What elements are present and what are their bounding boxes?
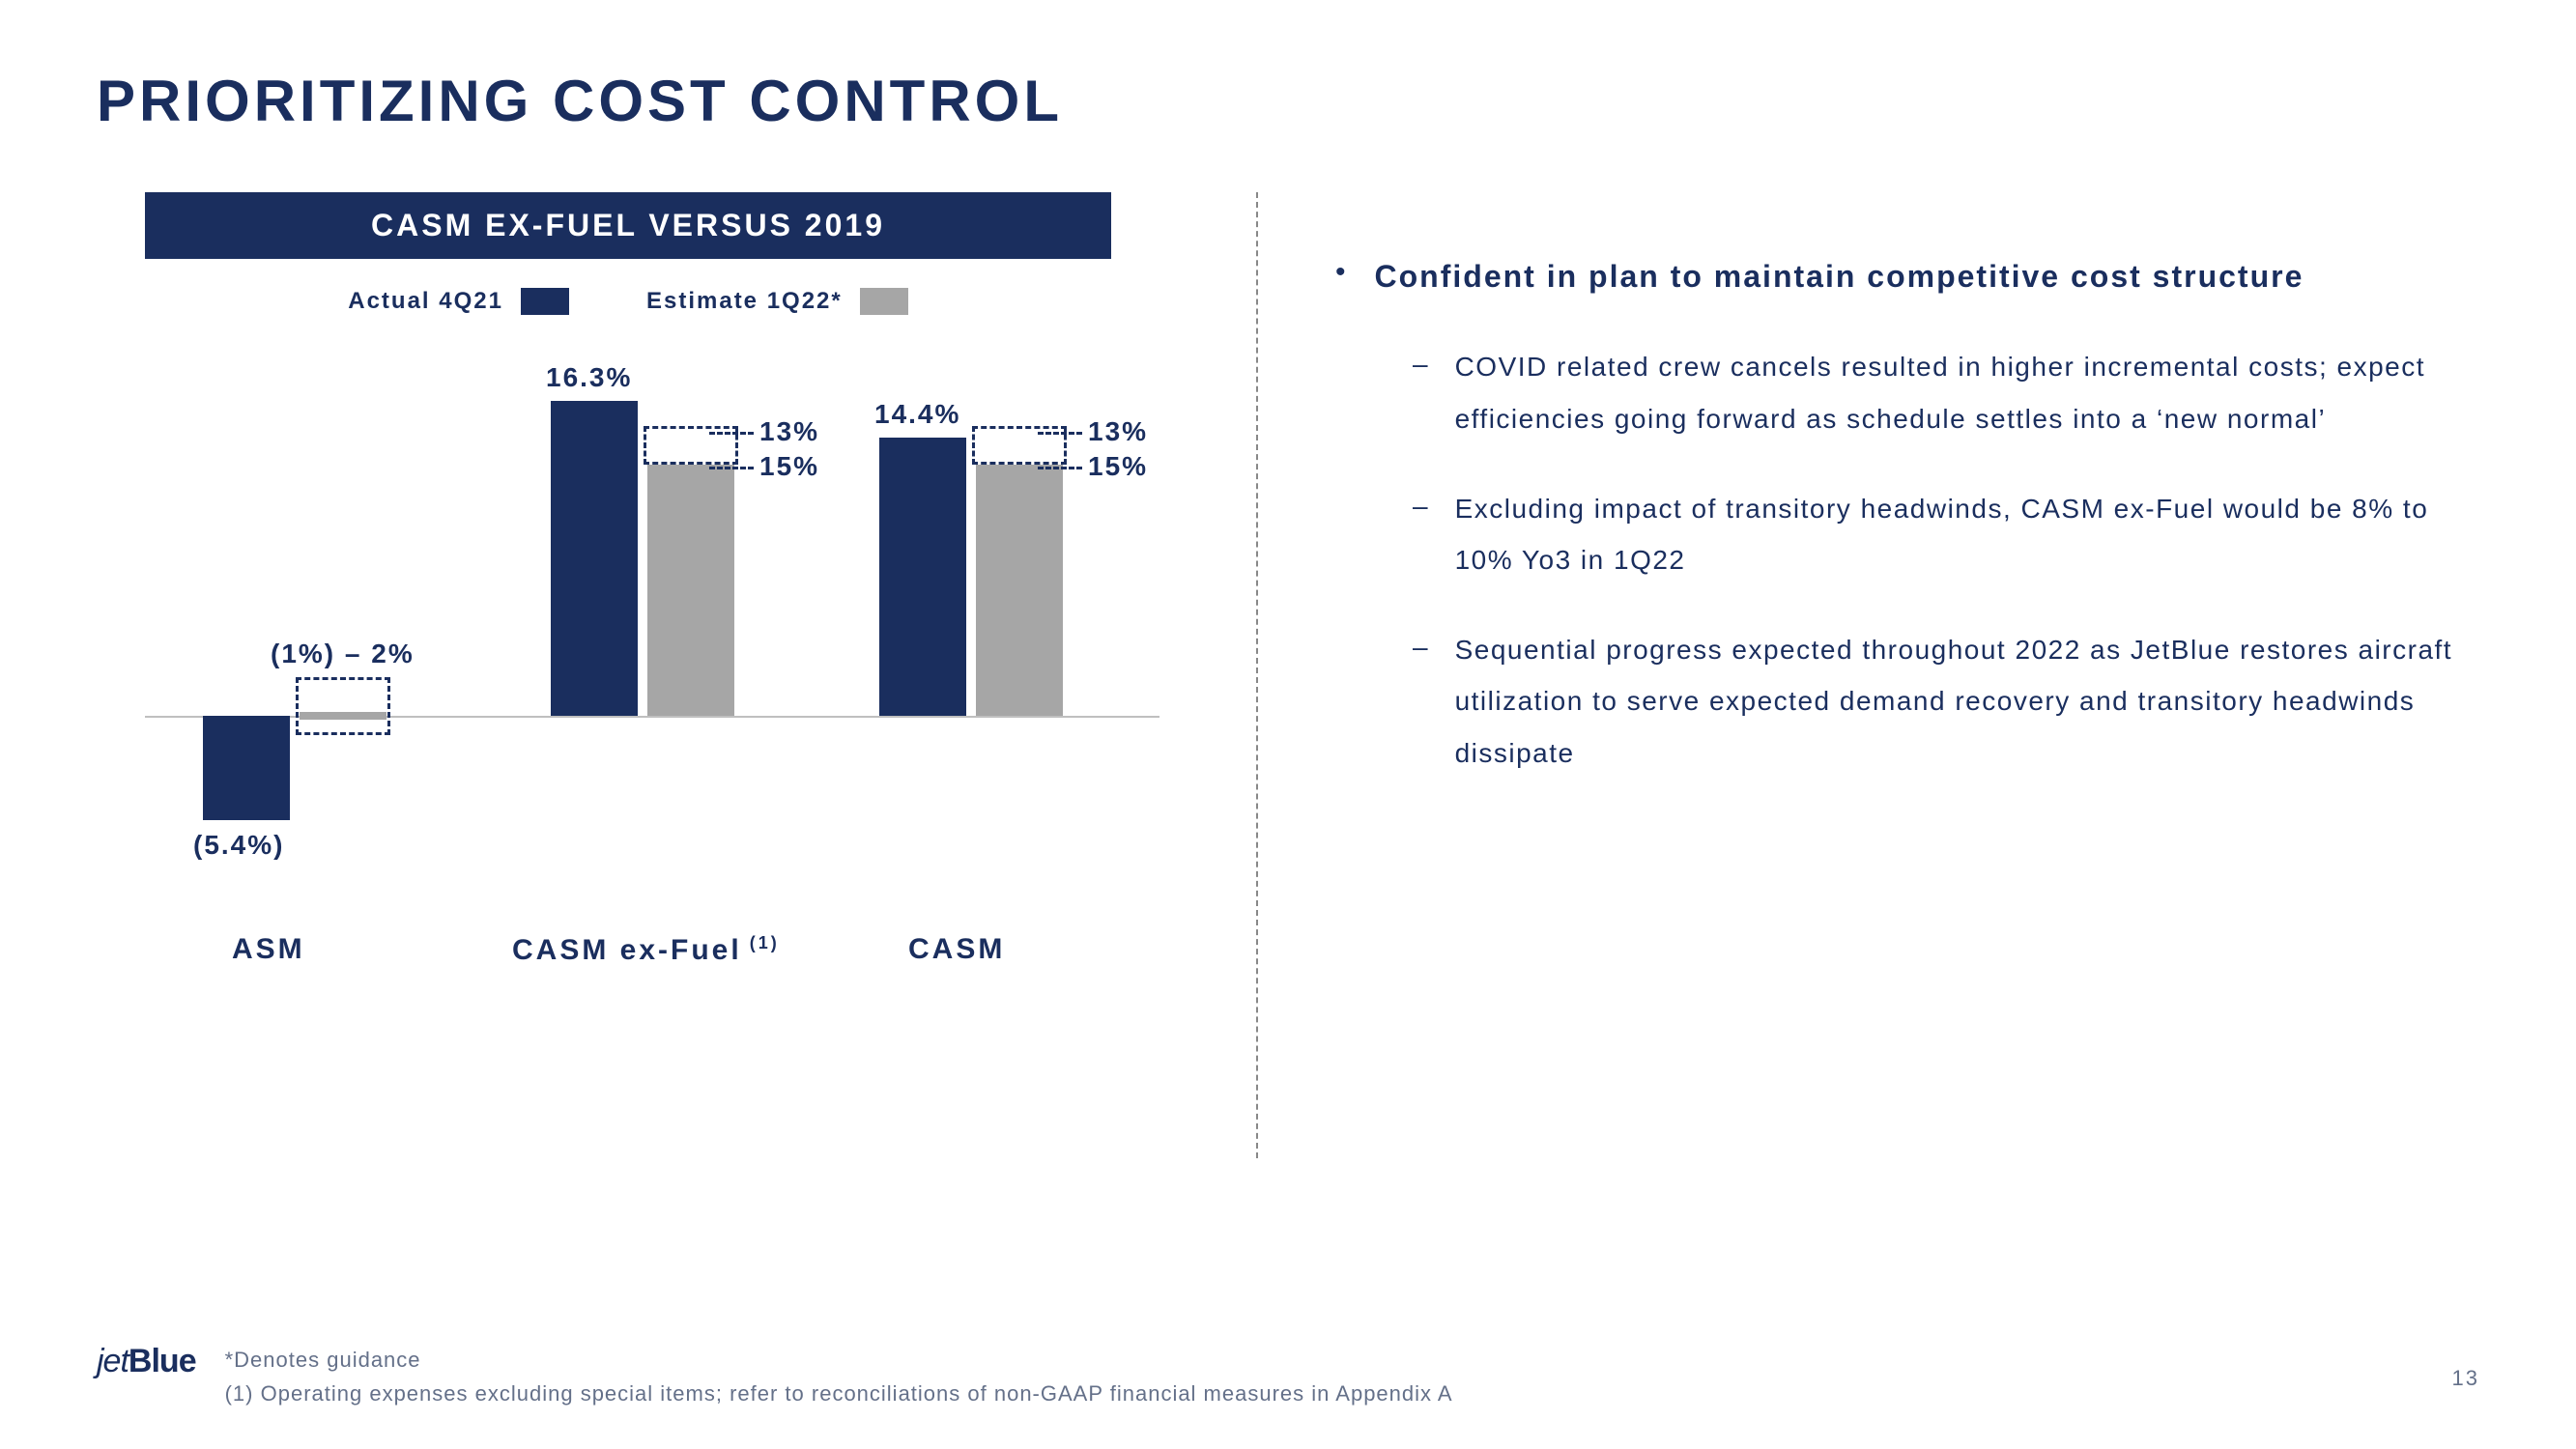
legend-actual-swatch bbox=[521, 288, 569, 315]
footnotes: *Denotes guidance (1) Operating expenses… bbox=[225, 1343, 1453, 1410]
bullet-sub-text: Excluding impact of transitory headwinds… bbox=[1455, 483, 2479, 585]
bar-actual-label-casm_exfuel: 16.3% bbox=[546, 362, 632, 393]
bullet-sub: – Excluding impact of transitory headwin… bbox=[1413, 483, 2479, 585]
bullet-main: • Confident in plan to maintain competit… bbox=[1335, 250, 2479, 302]
estimate-leader-casm_exfuel-1 bbox=[709, 467, 754, 469]
logo-part2: Blue bbox=[129, 1343, 196, 1379]
estimate-label-line-casm-0: 13% bbox=[1088, 416, 1148, 447]
bullet-sub: – COVID related crew cancels resulted in… bbox=[1413, 341, 2479, 443]
category-label-casm_exfuel: CASM ex-Fuel (1) bbox=[512, 933, 780, 967]
estimate-leader-casm-1 bbox=[1038, 467, 1082, 469]
legend-estimate-swatch bbox=[860, 288, 908, 315]
dash-icon: – bbox=[1413, 341, 1428, 443]
bullet-main-text: Confident in plan to maintain competitiv… bbox=[1375, 250, 2304, 302]
bar-actual-asm bbox=[203, 716, 290, 820]
chart-panel: CASM EX-FUEL VERSUS 2019 Actual 4Q21 Est… bbox=[97, 192, 1256, 1158]
bar-actual-label-casm: 14.4% bbox=[874, 399, 960, 430]
dash-icon: – bbox=[1413, 624, 1428, 779]
chart-area: (5.4%)(1%) – 2%ASM16.3%13%15%CASM ex-Fue… bbox=[145, 392, 1208, 991]
dash-icon: – bbox=[1413, 483, 1428, 585]
legend-actual-label: Actual 4Q21 bbox=[348, 288, 503, 315]
chart-title: CASM EX-FUEL VERSUS 2019 bbox=[145, 192, 1111, 259]
text-panel: • Confident in plan to maintain competit… bbox=[1256, 192, 2479, 1158]
logo: jetBlue bbox=[97, 1343, 196, 1380]
page-number: 13 bbox=[2452, 1366, 2479, 1391]
bullet-dot-icon: • bbox=[1335, 250, 1346, 302]
chart-legend: Actual 4Q21 Estimate 1Q22* bbox=[145, 288, 1111, 315]
estimate-label-asm: (1%) – 2% bbox=[271, 639, 415, 669]
category-label-casm: CASM bbox=[908, 933, 1005, 966]
bar-actual-casm_exfuel bbox=[551, 401, 638, 716]
logo-part1: jet bbox=[97, 1343, 129, 1379]
legend-estimate-label: Estimate 1Q22* bbox=[646, 288, 843, 315]
bar-estimate-casm bbox=[976, 465, 1063, 716]
bullet-sub-text: Sequential progress expected throughout … bbox=[1455, 624, 2479, 779]
category-label-asm: ASM bbox=[232, 933, 305, 966]
footnote-line: (1) Operating expenses excluding special… bbox=[225, 1377, 1453, 1410]
legend-estimate: Estimate 1Q22* bbox=[646, 288, 908, 315]
estimate-label-line-casm_exfuel-0: 13% bbox=[759, 416, 819, 447]
bar-actual-casm bbox=[879, 438, 966, 716]
bullet-sub-text: COVID related crew cancels resulted in h… bbox=[1455, 341, 2479, 443]
bar-actual-label-asm: (5.4%) bbox=[193, 830, 284, 861]
estimate-leader-casm_exfuel-0 bbox=[709, 432, 754, 435]
bullet-sub: – Sequential progress expected throughou… bbox=[1413, 624, 2479, 779]
estimate-label-line-casm_exfuel-1: 15% bbox=[759, 451, 819, 482]
estimate-range-box-asm bbox=[296, 677, 390, 735]
page-title: PRIORITIZING COST CONTROL bbox=[97, 68, 2479, 134]
estimate-label-line-casm-1: 15% bbox=[1088, 451, 1148, 482]
footnote-line: *Denotes guidance bbox=[225, 1343, 1453, 1377]
bar-estimate-casm_exfuel bbox=[647, 465, 734, 716]
estimate-leader-casm-0 bbox=[1038, 432, 1082, 435]
legend-actual: Actual 4Q21 bbox=[348, 288, 569, 315]
